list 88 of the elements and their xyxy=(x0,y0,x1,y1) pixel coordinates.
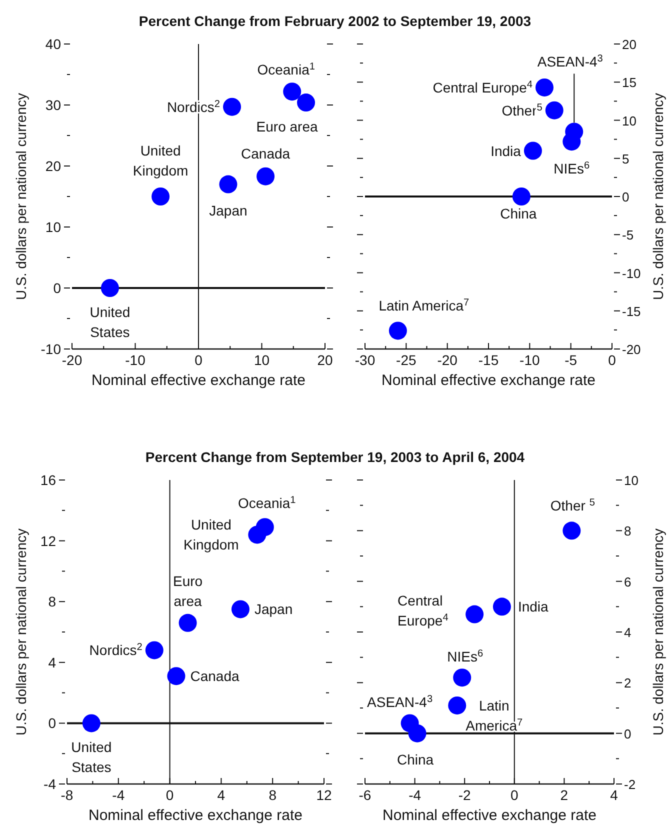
x-tick-label: 0 xyxy=(510,787,518,803)
y-tick-label: 0 xyxy=(622,190,630,204)
y-tick-label: 30 xyxy=(45,97,62,113)
y-axis-title: U.S. dollars per national currency xyxy=(650,528,666,736)
x-tick-label: 0 xyxy=(608,352,616,368)
x-tick-label: -4 xyxy=(112,787,125,803)
y-tick-label: 10 xyxy=(622,113,636,128)
annotation: United Kingdom xyxy=(184,516,239,553)
annotation: NIEs$^{6}$ xyxy=(554,160,590,177)
annotation: Oceania$^{1}$ xyxy=(257,61,316,78)
y-tick-label: -20 xyxy=(622,342,641,357)
annotation: ASEAN-4$^{3}$ xyxy=(367,694,433,710)
annotation: Other $^{5}$ xyxy=(550,497,596,514)
annotation: India xyxy=(518,598,549,615)
y-tick-label: 2 xyxy=(624,676,632,691)
annotation: United States xyxy=(71,739,112,776)
annotation: Oceania$^{1}$ xyxy=(238,494,296,512)
annotation: Euro area xyxy=(173,572,203,609)
x-tick-label: 8 xyxy=(268,787,277,803)
x-tick-label: -20 xyxy=(62,352,82,368)
y-tick-label: 40 xyxy=(45,36,62,52)
y-tick-label: 0 xyxy=(48,715,56,732)
chart-title: Percent Change from February 2002 to September 19, 2003 xyxy=(138,13,532,29)
annotation: India xyxy=(490,142,522,159)
x-axis-title: Nominal effective exchange rate xyxy=(382,807,597,824)
annotation: ASEAN-4$^{3}$ xyxy=(537,53,604,70)
x-axis-title: Nominal effective exchange rate xyxy=(381,372,596,389)
y-axis-title: U.S. dollars per national currency xyxy=(13,93,29,300)
x-tick-label: -5 xyxy=(564,352,578,368)
x-tick-label: 4 xyxy=(217,787,226,803)
x-tick-label: 2 xyxy=(560,787,568,803)
x-tick-label: 10 xyxy=(254,352,270,368)
y-tick-label: 20 xyxy=(45,158,62,174)
y-tick-label: -5 xyxy=(622,228,634,243)
y-tick-label: -4 xyxy=(44,776,56,792)
x-axis-title: Nominal effective exchange rate xyxy=(91,372,306,389)
chart-title: Percent Change from September 19, 2003 to April 6, 2004 xyxy=(145,449,525,465)
annotation: Central Europe$^{4}$ xyxy=(398,592,449,628)
x-tick-label: -10 xyxy=(520,352,540,368)
y-tick-label: 4 xyxy=(48,654,56,670)
x-tick-label: -25 xyxy=(396,352,416,368)
annotation: Central Europe$^{4}$ xyxy=(432,78,533,96)
annotation: Japan xyxy=(254,601,293,618)
y-axis-title: U.S. dollars per national currency xyxy=(13,528,29,736)
y-axis-title: U.S. dollars per national currency xyxy=(650,93,666,300)
annotation: NIEs$^{6}$ xyxy=(447,648,484,665)
x-tick-label: -15 xyxy=(478,352,499,368)
annotation: Latin America$^{7}$ xyxy=(378,297,470,314)
annotation: Euro area xyxy=(256,118,318,135)
x-tick-label: -8 xyxy=(60,787,74,803)
y-tick-label: 4 xyxy=(624,625,632,640)
x-tick-label: 20 xyxy=(317,352,333,368)
y-tick-label: -2 xyxy=(624,777,636,792)
annotation: United States xyxy=(90,304,130,340)
y-tick-label: 10 xyxy=(624,473,638,488)
x-tick-label: -30 xyxy=(354,352,376,368)
annotation: Other$^{5}$ xyxy=(502,102,543,118)
y-tick-label: -15 xyxy=(622,304,641,319)
y-tick-label: 20 xyxy=(622,37,636,52)
y-tick-label: -10 xyxy=(622,266,641,281)
x-tick-label: -2 xyxy=(458,787,472,803)
y-tick-label: 15 xyxy=(622,75,636,90)
x-tick-label: 0 xyxy=(194,352,203,368)
annotation: Nordics$^{2}$ xyxy=(89,642,143,658)
annotation: United Kingdom xyxy=(132,142,188,178)
y-tick-label: 12 xyxy=(40,532,56,549)
y-tick-label: 8 xyxy=(624,524,632,539)
y-tick-label: 16 xyxy=(40,472,56,488)
x-tick-label: -10 xyxy=(125,352,146,368)
annotation: Canada xyxy=(190,668,240,684)
annotation: Canada xyxy=(241,145,290,162)
x-tick-label: -20 xyxy=(437,352,458,368)
annotation: China xyxy=(396,751,434,768)
annotation: Japan xyxy=(209,202,248,218)
x-tick-label: -4 xyxy=(408,787,422,803)
x-tick-label: 12 xyxy=(316,787,332,803)
x-tick-label: -6 xyxy=(358,787,372,803)
x-axis-title: Nominal effective exchange rate xyxy=(88,807,303,824)
y-tick-label: 0 xyxy=(53,280,62,296)
x-tick-label: 0 xyxy=(166,787,174,803)
y-tick-label: 8 xyxy=(48,594,56,610)
y-tick-label: 5 xyxy=(622,151,630,166)
y-tick-label: 0 xyxy=(624,726,632,742)
y-tick-label: 10 xyxy=(45,219,62,235)
annotation: China xyxy=(500,206,537,222)
y-tick-label: 6 xyxy=(624,574,632,590)
y-tick-label: -10 xyxy=(40,341,62,357)
x-tick-label: 4 xyxy=(610,787,618,803)
